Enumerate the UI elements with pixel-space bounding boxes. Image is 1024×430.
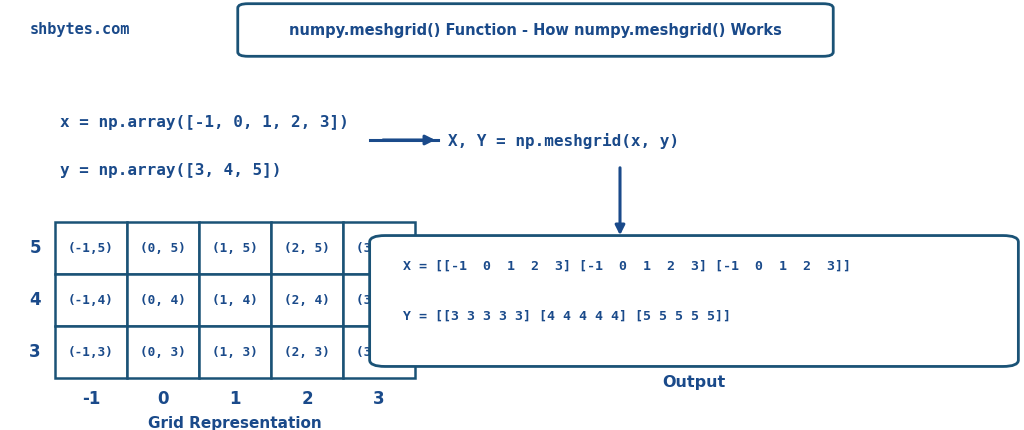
Text: 1: 1 bbox=[229, 390, 241, 408]
Text: Grid Representation: Grid Representation bbox=[148, 416, 322, 430]
Text: 2: 2 bbox=[301, 390, 312, 408]
Text: (1, 5): (1, 5) bbox=[212, 242, 258, 255]
Text: (0, 3): (0, 3) bbox=[140, 345, 186, 359]
Text: 4: 4 bbox=[30, 291, 41, 309]
FancyBboxPatch shape bbox=[55, 222, 127, 274]
Text: y = np.array([3, 4, 5]): y = np.array([3, 4, 5]) bbox=[60, 163, 282, 178]
Text: (1, 3): (1, 3) bbox=[212, 345, 258, 359]
FancyBboxPatch shape bbox=[127, 274, 199, 326]
Text: (2, 5): (2, 5) bbox=[284, 242, 330, 255]
FancyBboxPatch shape bbox=[55, 274, 127, 326]
FancyBboxPatch shape bbox=[55, 326, 127, 378]
Text: (3, 5): (3, 5) bbox=[356, 242, 401, 255]
FancyBboxPatch shape bbox=[199, 222, 271, 274]
FancyBboxPatch shape bbox=[271, 222, 343, 274]
FancyBboxPatch shape bbox=[238, 4, 834, 56]
Text: (1, 4): (1, 4) bbox=[212, 294, 258, 307]
Text: Output: Output bbox=[663, 375, 726, 390]
FancyBboxPatch shape bbox=[271, 326, 343, 378]
FancyBboxPatch shape bbox=[199, 326, 271, 378]
Text: X = [[-1  0  1  2  3] [-1  0  1  2  3] [-1  0  1  2  3]]: X = [[-1 0 1 2 3] [-1 0 1 2 3] [-1 0 1 2… bbox=[403, 260, 851, 273]
Text: (2, 4): (2, 4) bbox=[284, 294, 330, 307]
Text: 3: 3 bbox=[373, 390, 385, 408]
Text: 3: 3 bbox=[30, 343, 41, 361]
Text: (3, 3): (3, 3) bbox=[356, 345, 401, 359]
Text: -1: -1 bbox=[82, 390, 100, 408]
FancyBboxPatch shape bbox=[343, 326, 415, 378]
Text: X, Y = np.meshgrid(x, y): X, Y = np.meshgrid(x, y) bbox=[449, 133, 679, 149]
Text: (-1,4): (-1,4) bbox=[69, 294, 114, 307]
Text: (0, 5): (0, 5) bbox=[140, 242, 186, 255]
FancyBboxPatch shape bbox=[127, 222, 199, 274]
Text: 0: 0 bbox=[158, 390, 169, 408]
FancyBboxPatch shape bbox=[370, 236, 1018, 366]
Text: (-1,5): (-1,5) bbox=[69, 242, 114, 255]
FancyBboxPatch shape bbox=[343, 274, 415, 326]
FancyBboxPatch shape bbox=[199, 274, 271, 326]
Text: (3, 4): (3, 4) bbox=[356, 294, 401, 307]
Text: shbytes.com: shbytes.com bbox=[30, 22, 130, 37]
FancyBboxPatch shape bbox=[271, 274, 343, 326]
FancyBboxPatch shape bbox=[127, 326, 199, 378]
Text: (-1,3): (-1,3) bbox=[69, 345, 114, 359]
FancyBboxPatch shape bbox=[343, 222, 415, 274]
Text: Y = [[3 3 3 3 3] [4 4 4 4 4] [5 5 5 5 5]]: Y = [[3 3 3 3 3] [4 4 4 4 4] [5 5 5 5 5]… bbox=[403, 310, 731, 323]
Text: (0, 4): (0, 4) bbox=[140, 294, 186, 307]
Text: (2, 3): (2, 3) bbox=[284, 345, 330, 359]
Text: 5: 5 bbox=[30, 239, 41, 257]
Text: x = np.array([-1, 0, 1, 2, 3]): x = np.array([-1, 0, 1, 2, 3]) bbox=[60, 115, 349, 130]
Text: numpy.meshgrid() Function - How numpy.meshgrid() Works: numpy.meshgrid() Function - How numpy.me… bbox=[289, 22, 782, 37]
